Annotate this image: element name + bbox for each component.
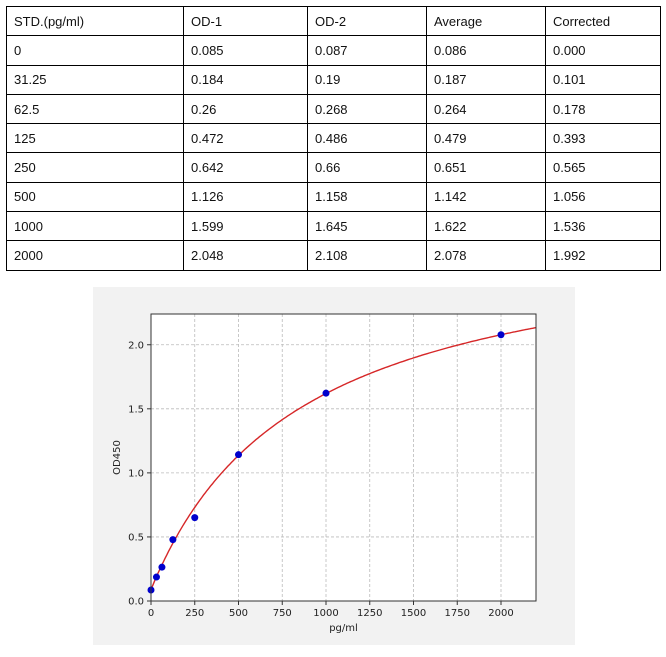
- table-cell: 250: [6, 152, 184, 183]
- x-tick-label: 500: [229, 608, 248, 619]
- table-cell: 0.000: [545, 35, 661, 66]
- x-tick-label: 2000: [488, 608, 513, 619]
- x-tick-label: 0: [148, 608, 154, 619]
- table-cell: 1.126: [183, 181, 308, 213]
- table-cell: 0.642: [183, 152, 308, 183]
- table-cell: 0.187: [426, 64, 546, 95]
- x-tick-label: 250: [185, 608, 204, 619]
- column-header: Corrected: [545, 5, 661, 37]
- table-header-row: STD.(pg/ml) OD-1 OD-2 Average Corrected: [6, 5, 661, 37]
- table-row: 0 0.085 0.087 0.086 0.000: [6, 35, 661, 66]
- data-table: STD.(pg/ml) OD-1 OD-2 Average Corrected 0 0.08…: [6, 5, 661, 271]
- table-cell: 1.992: [545, 240, 661, 271]
- table-cell: 2.078: [426, 240, 546, 271]
- table-cell: 0.184: [183, 64, 308, 95]
- column-header: STD.(pg/ml): [6, 5, 184, 37]
- y-tick-label: 0.0: [128, 597, 144, 608]
- x-tick-label: 750: [273, 608, 292, 619]
- table-row: 125 0.472 0.486 0.479 0.393: [6, 123, 661, 154]
- table-cell: 2000: [6, 240, 184, 271]
- fit-curve: [150, 326, 537, 590]
- chart-svg: 0 250 500 750 1000 1250 1500 1750 2000 0.0 0.5 1.0 1…: [112, 313, 537, 634]
- table-row: 1000 1.599 1.645 1.622 1.536: [6, 211, 661, 242]
- table-cell: 1.645: [307, 211, 427, 242]
- table-row: 62.5 0.26 0.268 0.264 0.178: [6, 93, 661, 125]
- y-tick-label: 2.0: [128, 340, 144, 351]
- table-cell: 1.622: [426, 211, 546, 242]
- table-cell: 0.087: [307, 35, 427, 66]
- data-point: [158, 563, 166, 571]
- column-header: Average: [426, 5, 546, 37]
- data-point: [169, 536, 177, 544]
- table-cell: 1.158: [307, 181, 427, 213]
- table-cell: 1.536: [545, 211, 661, 242]
- table-cell: 1.056: [545, 181, 661, 213]
- table-cell: 0.268: [307, 93, 427, 125]
- plot-area: [151, 314, 536, 601]
- table-cell: 0.178: [545, 93, 661, 125]
- table-cell: 0.66: [307, 152, 427, 183]
- y-axis-label: OD450: [112, 440, 123, 475]
- y-tick-label: 1.0: [128, 468, 144, 479]
- table-cell: 0.486: [307, 123, 427, 154]
- data-point: [191, 514, 199, 522]
- table-cell: 1.142: [426, 181, 546, 213]
- data-point: [235, 451, 242, 459]
- table-cell: 2.108: [307, 240, 427, 271]
- table-cell: 1000: [6, 211, 184, 242]
- x-tick-label: 1000: [313, 608, 338, 619]
- data-point: [322, 389, 330, 397]
- table-cell: 500: [6, 181, 184, 213]
- table-cell: 0.086: [426, 35, 546, 66]
- table-cell: 0.393: [545, 123, 661, 154]
- plot-frame: [150, 313, 537, 602]
- table-row: 250 0.642 0.66 0.651 0.565: [6, 152, 661, 183]
- data-point: [152, 573, 160, 581]
- table-cell: 62.5: [6, 93, 184, 125]
- y-tick-label: 1.5: [128, 404, 144, 415]
- data-point: [497, 331, 505, 339]
- table-cell: 0.264: [426, 93, 546, 125]
- table-row: 2000 2.048 2.108 2.078 1.992: [6, 240, 661, 271]
- table-cell: 2.048: [183, 240, 308, 271]
- table-cell: 1.599: [183, 211, 308, 242]
- x-tick-label: 1250: [357, 608, 382, 619]
- table-cell: 0.26: [183, 93, 308, 125]
- standard-curve-chart: 0 250 500 750 1000 1250 1500 1750 2000 0.0 0.5 1.0 1…: [93, 287, 575, 645]
- table-cell: 31.25: [6, 64, 184, 95]
- table-cell: 0: [6, 35, 184, 66]
- table-cell: 0.479: [426, 123, 546, 154]
- column-header: OD-1: [183, 5, 308, 37]
- x-axis-label: pg/ml: [329, 623, 358, 634]
- x-tick-label: 1500: [401, 608, 426, 619]
- y-tick-label: 0.5: [128, 532, 144, 543]
- table-cell: 0.565: [545, 152, 661, 183]
- column-header: OD-2: [307, 5, 427, 37]
- table-cell: 0.101: [545, 64, 661, 95]
- table-cell: 125: [6, 123, 184, 154]
- table-row: 31.25 0.184 0.19 0.187 0.101: [6, 64, 661, 95]
- x-tick-label: 1750: [445, 608, 470, 619]
- table-cell: 0.651: [426, 152, 546, 183]
- table-cell: 0.19: [307, 64, 427, 95]
- table-cell: 0.085: [183, 35, 308, 66]
- table-cell: 0.472: [183, 123, 308, 154]
- table-row: 500 1.126 1.158 1.142 1.056: [6, 181, 661, 213]
